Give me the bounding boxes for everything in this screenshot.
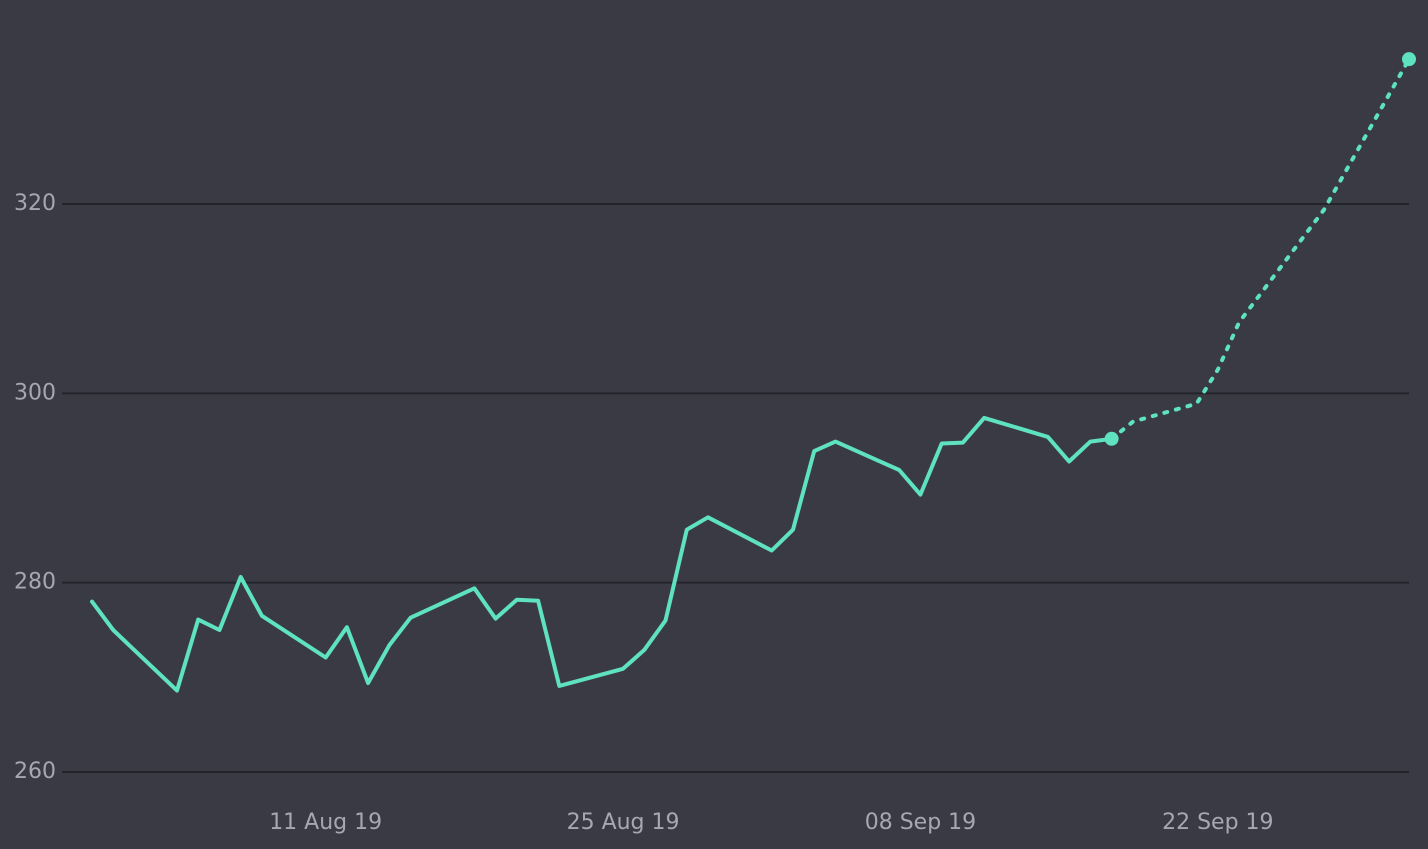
endpoint-marker — [1402, 52, 1416, 67]
series-line-dotted — [1109, 57, 1411, 441]
x-tick-label: 08 Sep 19 — [865, 810, 976, 835]
y-tick-label: 280 — [14, 570, 56, 595]
gridlines — [62, 203, 1409, 773]
y-tick-label: 300 — [14, 380, 56, 405]
series-lines — [90, 57, 1411, 693]
x-tick-label: 25 Aug 19 — [567, 810, 680, 835]
y-axis-tick-labels: 260 280 300 320 — [14, 191, 56, 784]
series-line-solid — [90, 415, 1114, 693]
endpoint-marker — [1104, 431, 1119, 446]
x-tick-label: 11 Aug 19 — [269, 810, 382, 835]
x-tick-label: 22 Sep 19 — [1162, 810, 1273, 835]
y-tick-label: 260 — [14, 759, 56, 784]
x-axis-tick-labels: 11 Aug 19 25 Aug 19 08 Sep 19 22 Sep 19 — [269, 810, 1273, 835]
series-markers — [1104, 52, 1416, 446]
y-tick-label: 320 — [14, 191, 56, 216]
